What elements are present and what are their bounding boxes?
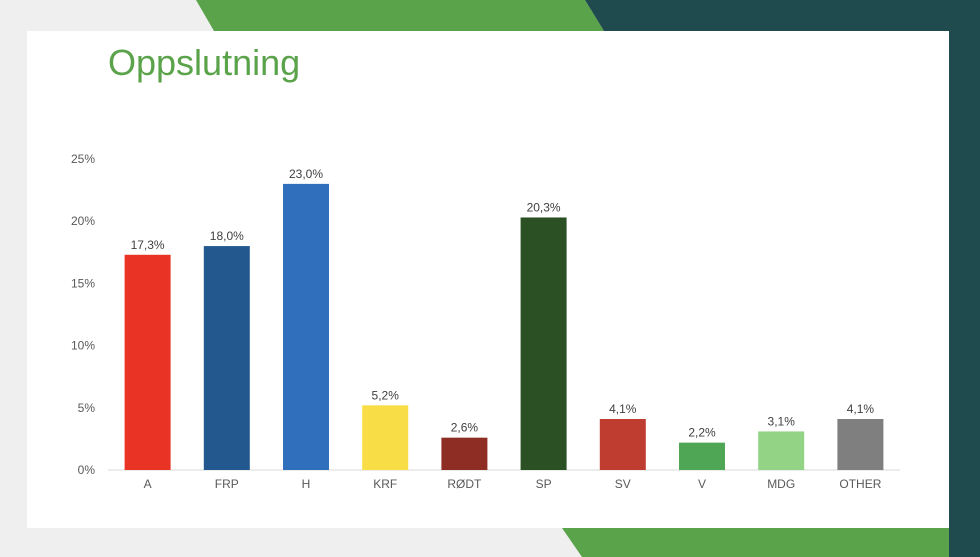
x-tick-label: SV [615, 477, 631, 491]
x-tick-label: A [144, 477, 152, 491]
bar-frp [203, 246, 250, 470]
data-label: 23,0% [289, 167, 323, 181]
x-tick-label: SP [536, 477, 552, 491]
slide-title: Oppslutning [108, 42, 301, 83]
data-label: 17,3% [131, 238, 165, 252]
bar-mdg [758, 431, 805, 470]
x-tick-label: MDG [767, 477, 795, 491]
data-label: 2,2% [688, 426, 716, 440]
dark-band-top [585, 0, 980, 31]
right-decoration [949, 0, 980, 557]
data-label: 20,3% [527, 200, 561, 214]
bar-krf [362, 405, 409, 470]
bar-sv [599, 418, 646, 470]
bar-sp [520, 217, 567, 470]
data-label: 4,1% [847, 402, 875, 416]
bar-other [837, 418, 884, 470]
bar-v [679, 442, 725, 470]
y-tick-label: 15% [71, 276, 95, 290]
x-tick-label: V [698, 477, 706, 491]
x-tick-label: H [302, 477, 311, 491]
y-tick-label: 0% [78, 463, 96, 477]
top-decoration [196, 0, 980, 31]
x-tick-label: RØDT [447, 477, 482, 491]
bar-a [124, 254, 171, 470]
data-label: 4,1% [609, 402, 637, 416]
green-band-bottom [562, 528, 949, 557]
data-label: 5,2% [372, 388, 400, 402]
bar-h [283, 183, 329, 470]
data-label: 3,1% [768, 414, 796, 428]
y-tick-label: 5% [78, 401, 96, 415]
data-label: 2,6% [451, 421, 479, 435]
bar-rødt [441, 437, 488, 470]
dark-band-right [949, 0, 980, 557]
green-band-top [196, 0, 604, 31]
x-tick-label: FRP [215, 477, 239, 491]
y-tick-label: 20% [71, 214, 95, 228]
data-label: 18,0% [210, 229, 244, 243]
y-tick-label: 10% [71, 339, 95, 353]
x-tick-label: OTHER [839, 477, 881, 491]
y-tick-label: 25% [71, 152, 95, 166]
bottom-decoration [562, 528, 949, 557]
x-tick-label: KRF [373, 477, 397, 491]
